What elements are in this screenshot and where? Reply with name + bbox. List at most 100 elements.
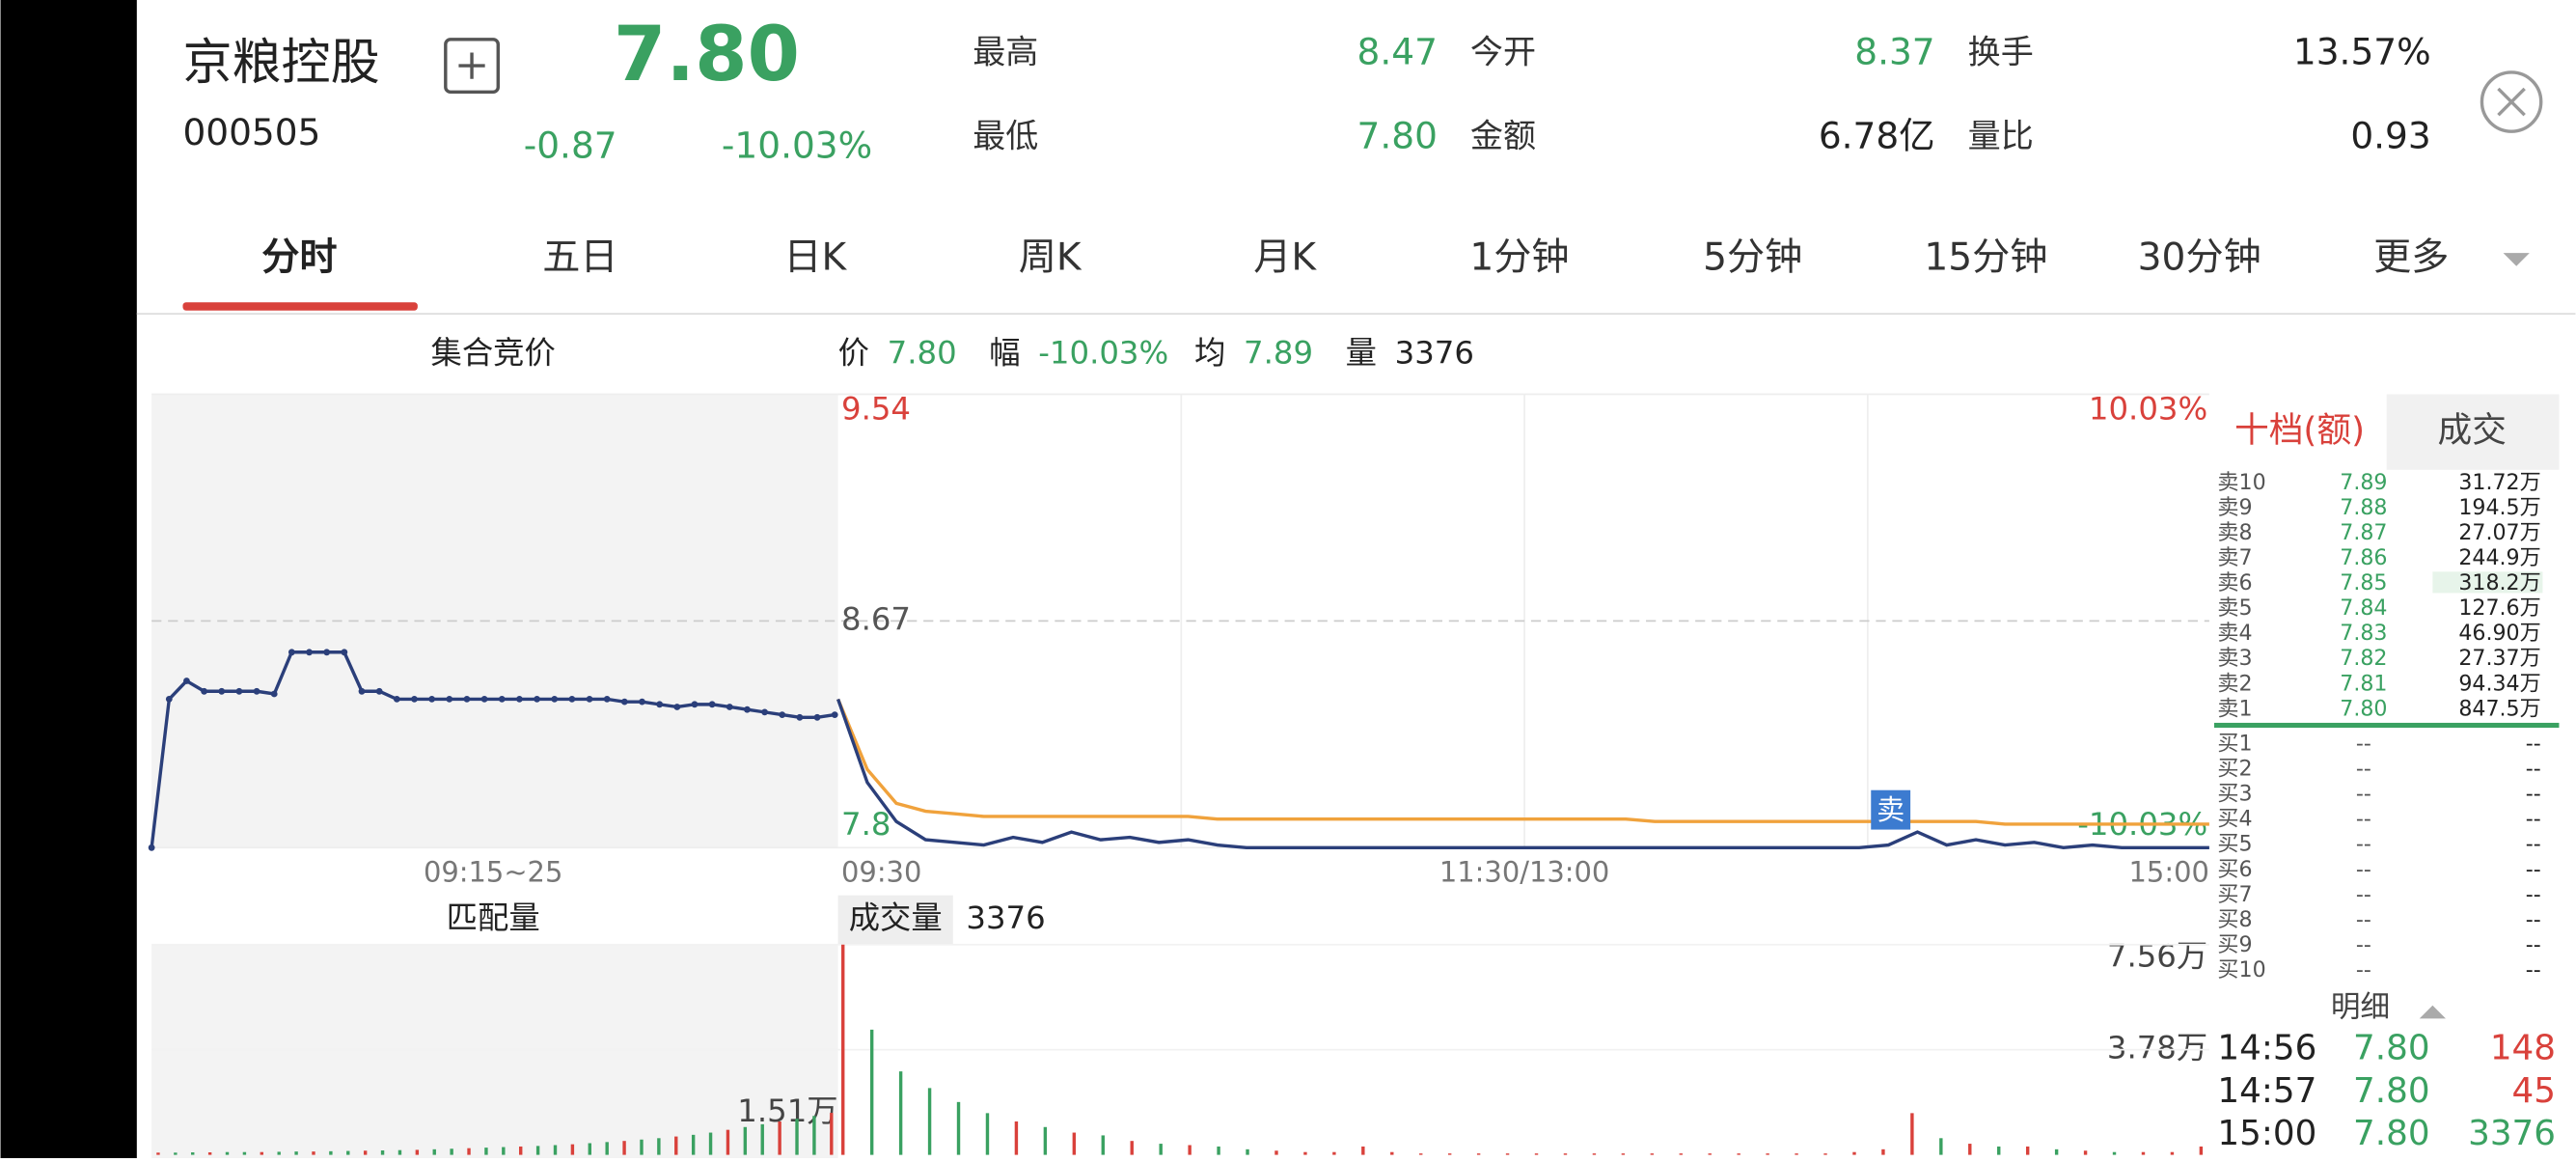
book-price: -- [2356,832,2371,857]
tab[interactable]: 5分钟 [1703,235,1802,279]
auction-dot [235,687,243,695]
book-price: 7.81 [2340,671,2387,696]
auction-dot [779,711,786,719]
auction-dot [446,695,453,703]
tab[interactable]: 30分钟 [2138,235,2261,279]
side-bar [0,0,137,1158]
auction-dot [831,711,838,719]
trade-price: 7.80 [2353,1029,2430,1068]
auction-dot [165,695,173,703]
book-label: 买6 [2217,857,2252,882]
change-pct: -10.03% [722,124,872,167]
tab[interactable]: 更多 [2373,235,2449,279]
book-label: 买5 [2217,832,2252,857]
auction-dot [428,695,436,703]
book-price: 7.85 [2340,570,2387,595]
stock-name: 京粮控股 [182,35,379,92]
auction-dot [498,695,506,703]
book-amount: -- [2526,807,2541,832]
book-label: 买8 [2217,907,2252,932]
book-price: -- [2356,857,2371,882]
auction-dot [639,698,645,706]
change: -0.87 [524,124,617,167]
auction-title: 集合竞价 [431,335,556,372]
book-price: -- [2356,932,2371,957]
auction-dot [288,649,295,656]
book-divider [2214,722,2560,729]
tab[interactable]: 15分钟 [1924,235,2047,279]
auction-dot [620,698,628,706]
trade-time: 15:00 [2217,1114,2316,1153]
book-label: 卖6 [2217,570,2252,595]
book-label: 卖5 [2217,595,2252,621]
book-label: 买3 [2217,782,2252,807]
dropdown-icon[interactable] [2503,253,2530,266]
turnover: 3376 [966,899,1045,936]
tab[interactable]: 分时 [261,235,337,279]
book-amount: 46.90万 [2458,621,2540,646]
book-tab[interactable]: 十档(额) [2234,411,2365,451]
book-amount: 27.37万 [2458,646,2540,671]
book-tab[interactable]: 成交 [2437,411,2506,451]
book-label: 买10 [2217,957,2265,982]
trade-time: 14:56 [2217,1029,2316,1068]
auction-dot [323,649,331,656]
info-label: 幅 [989,335,1020,372]
pct-top: 10.03% [2089,391,2207,428]
detail-title: 明细 [2331,991,2390,1025]
auction-dot [183,678,190,684]
info-value: 7.80 [888,335,957,372]
book-amount: 31.72万 [2458,470,2540,495]
book-label: 买1 [2217,732,2252,757]
tab[interactable]: 周K [1019,235,1082,279]
info-value: 7.89 [1244,335,1313,372]
trade-price: 7.80 [2353,1071,2430,1111]
info-label: 均 [1194,335,1225,372]
turnover-tag [837,895,953,945]
auction-dot [411,695,418,703]
trade-time: 14:57 [2217,1071,2316,1111]
book-label: 卖10 [2217,470,2265,495]
auction-dot [534,695,540,703]
auction-dot [726,704,733,710]
book-label: 卖3 [2217,646,2252,671]
sell-marker: 卖 [1877,793,1905,826]
stat-label: 换手 [1968,34,2034,72]
book-price: -- [2356,882,2371,907]
detail-arrow[interactable] [2419,1005,2446,1019]
book-amount: 194.5万 [2458,495,2540,520]
auction-dot [358,687,366,695]
book-label: 卖2 [2217,671,2252,696]
tab[interactable]: 五日 [542,235,617,279]
close-button[interactable] [2480,70,2543,133]
auction-line [150,650,836,848]
auction-dot [270,690,278,698]
book-label: 买4 [2217,807,2252,832]
y-tick-label: 8.67 [841,600,911,637]
stat-value: 8.47 [1357,31,1438,73]
book-price: -- [2356,757,2371,782]
auction-dot [253,687,260,695]
auction-dot [796,713,804,721]
book-price: -- [2356,807,2371,832]
auction-dot [516,695,523,703]
tab[interactable]: 月K [1253,235,1317,279]
book-label: 卖4 [2217,621,2252,646]
add-button[interactable] [444,38,500,95]
auction-dot [708,701,716,708]
tab[interactable]: 日K [783,235,847,279]
tab[interactable]: 1分钟 [1469,235,1569,279]
auction-dot [673,704,681,710]
book-amount: 27.07万 [2458,520,2540,545]
book-amount: -- [2526,857,2541,882]
auction-dot [603,695,611,703]
time-label: 11:30/13:00 [1439,856,1609,889]
active-tab-underline [182,302,418,311]
vol-tick-label: 3.78万 [2107,1030,2207,1066]
time-label: 15:00 [2129,856,2209,889]
book-amount: 847.5万 [2458,696,2540,721]
stat-value: 0.93 [2350,114,2430,156]
volume-title: 匹配量 [447,899,540,936]
book-amount: -- [2526,907,2541,932]
